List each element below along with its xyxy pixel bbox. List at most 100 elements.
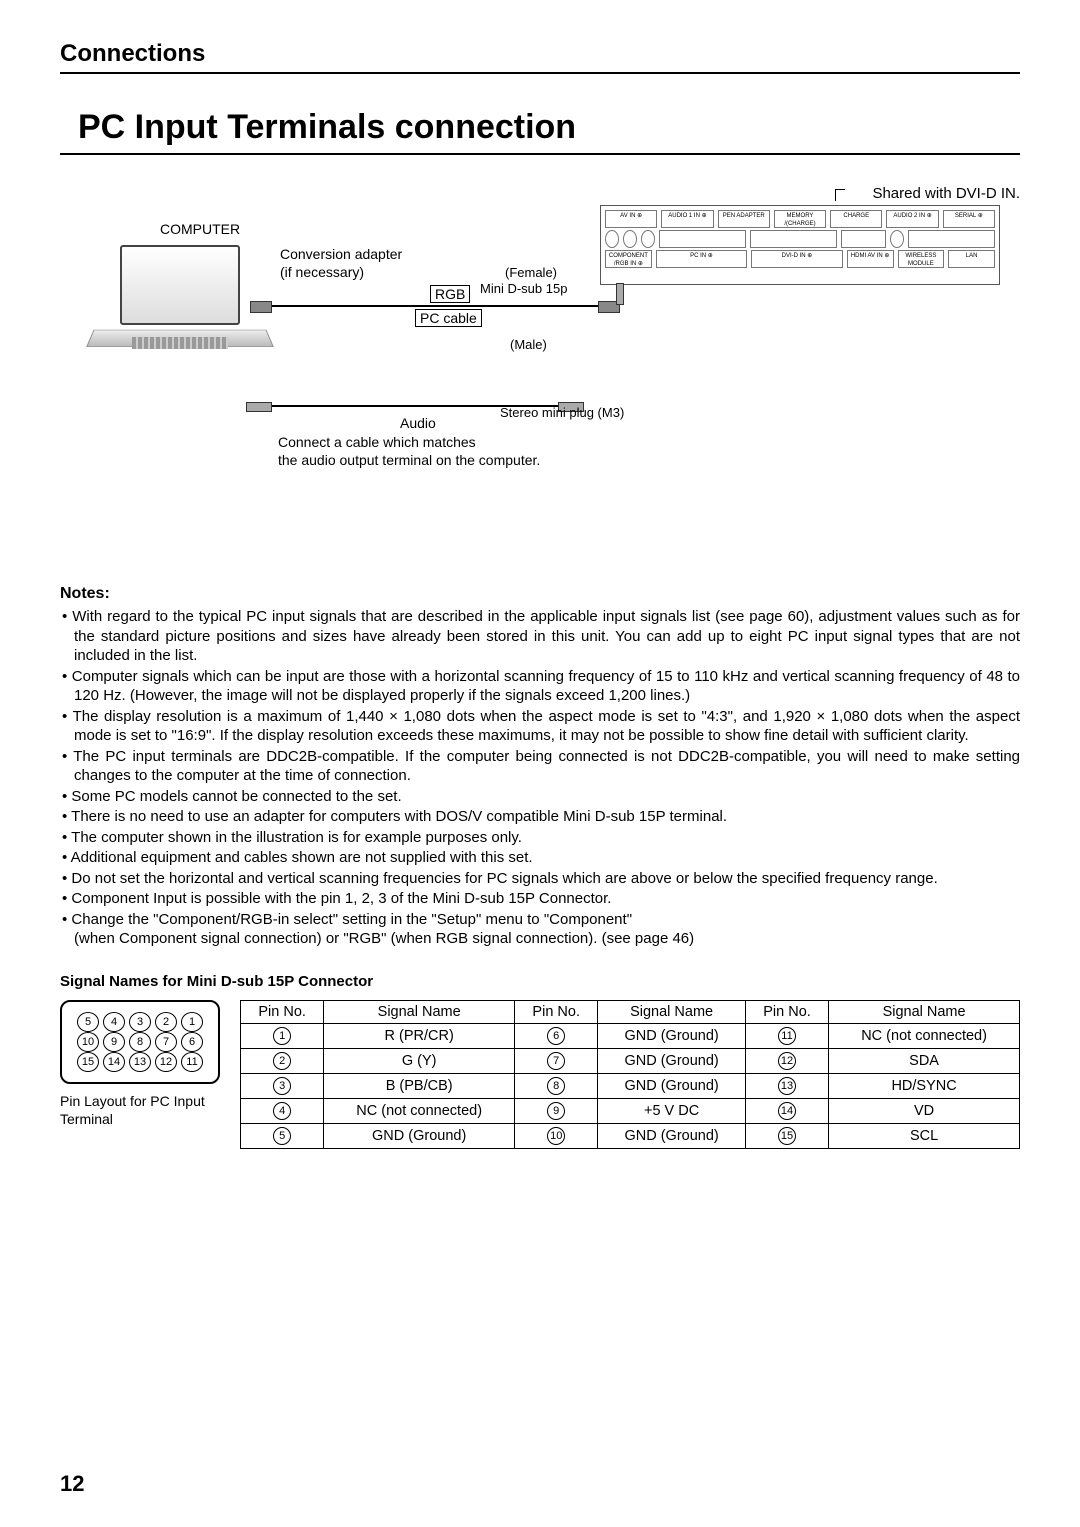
pin-caption: Pin Layout for PC Input Terminal (60, 1092, 220, 1128)
signal-names-heading: Signal Names for Mini D-sub 15P Connecto… (60, 973, 1020, 990)
pin-circle: 3 (273, 1077, 291, 1095)
pin-num: 14 (103, 1052, 125, 1072)
pin-row-top: 5 4 3 2 1 (68, 1012, 212, 1032)
pin-num: 2 (155, 1012, 177, 1032)
shared-dvi-label: Shared with DVI-D IN. (872, 185, 1020, 202)
td: GND (Ground) (598, 1123, 746, 1148)
td: SCL (829, 1123, 1020, 1148)
pin-circle: 13 (778, 1077, 796, 1095)
table-row: 3 B (PB/CB) 8 GND (Ground) 13 HD/SYNC (241, 1073, 1020, 1098)
main-title-wrap: PC Input Terminals connection (60, 104, 1020, 155)
vertical-plug (616, 283, 624, 305)
td: GND (Ground) (598, 1023, 746, 1048)
th: Pin No. (515, 1000, 598, 1023)
table-header-row: Pin No. Signal Name Pin No. Signal Name … (241, 1000, 1020, 1023)
adapter-l2: (if necessary) (280, 264, 364, 280)
td-pin: 11 (745, 1023, 828, 1048)
td-pin: 15 (745, 1123, 828, 1148)
signal-table: Pin No. Signal Name Pin No. Signal Name … (240, 1000, 1020, 1149)
pin-circle: 6 (547, 1027, 565, 1045)
connection-diagram: Shared with DVI-D IN. COMPUTER Conversio… (60, 185, 1020, 565)
male-label: (Male) (510, 337, 547, 352)
td-pin: 4 (241, 1098, 324, 1123)
td-pin: 7 (515, 1048, 598, 1073)
pin-num: 13 (129, 1052, 151, 1072)
page-title: PC Input Terminals connection (60, 104, 1020, 153)
panel-lan: LAN (948, 250, 995, 268)
th: Pin No. (241, 1000, 324, 1023)
pin-circle: 4 (273, 1102, 291, 1120)
laptop-keys (132, 337, 228, 349)
pc-cable-label: PC cable (415, 309, 482, 327)
th: Signal Name (598, 1000, 746, 1023)
note-item: Computer signals which can be input are … (60, 667, 1020, 706)
pin-diagram: 5 4 3 2 1 10 9 8 7 6 15 14 13 12 11 Pin … (60, 1000, 220, 1128)
pin-circle: 8 (547, 1077, 565, 1095)
panel-slot1 (659, 230, 746, 248)
panel-pcin: PC IN ⊕ (656, 250, 748, 268)
audio-label: Audio (400, 415, 436, 431)
table-row: 5 GND (Ground) 10 GND (Ground) 15 SCL (241, 1123, 1020, 1148)
td: GND (Ground) (598, 1073, 746, 1098)
panel-avin: AV IN ⊕ (605, 210, 657, 228)
td: +5 V DC (598, 1098, 746, 1123)
panel-hdmi: HDMI AV IN ⊕ (847, 250, 894, 268)
panel-pen: PEN ADAPTER (718, 210, 770, 228)
td-pin: 12 (745, 1048, 828, 1073)
notes-title: Notes: (60, 585, 1020, 603)
panel-wireless: WIRELESS MODULE (898, 250, 945, 268)
pin-circle: 7 (547, 1052, 565, 1070)
mini-dsub-label: Mini D-sub 15p (480, 281, 567, 296)
table-row: 2 G (Y) 7 GND (Ground) 12 SDA (241, 1048, 1020, 1073)
pin-num: 10 (77, 1032, 99, 1052)
pin-circle: 2 (273, 1052, 291, 1070)
pin-num: 12 (155, 1052, 177, 1072)
note-item: Change the "Component/RGB-in select" set… (60, 910, 1020, 949)
td: R (PR/CR) (324, 1023, 515, 1048)
section-header: Connections (60, 40, 1020, 74)
pin-num: 11 (181, 1052, 203, 1072)
rear-panel: AV IN ⊕ AUDIO 1 IN ⊕ PEN ADAPTER MEMORY … (600, 205, 1000, 285)
pin-num: 1 (181, 1012, 203, 1032)
panel-usb (841, 230, 886, 248)
panel-serial: SERIAL ⊕ (943, 210, 995, 228)
td: NC (not connected) (829, 1023, 1020, 1048)
td-pin: 10 (515, 1123, 598, 1148)
note-item: Component Input is possible with the pin… (60, 889, 1020, 909)
page-number: 12 (60, 1471, 84, 1497)
td-pin: 13 (745, 1073, 828, 1098)
td-pin: 6 (515, 1023, 598, 1048)
pin-circle: 1 (273, 1027, 291, 1045)
panel-yg (623, 230, 637, 248)
panel-row-bot: COMPONENT /RGB IN ⊕ PC IN ⊕ DVI-D IN ⊕ H… (605, 250, 995, 268)
pin-num: 8 (129, 1032, 151, 1052)
note-item: With regard to the typical PC input sign… (60, 607, 1020, 666)
pin-row-mid: 10 9 8 7 6 (68, 1032, 212, 1052)
panel-serial-port (908, 230, 995, 248)
panel-dvid: DVI-D IN ⊕ (751, 250, 843, 268)
pin-circle: 5 (273, 1127, 291, 1145)
pin-circle: 14 (778, 1102, 796, 1120)
rgb-label: RGB (430, 285, 470, 303)
pin-circle: 11 (778, 1027, 796, 1045)
note-item: The computer shown in the illustration i… (60, 828, 1020, 848)
table-row: 4 NC (not connected) 9 +5 V DC 14 VD (241, 1098, 1020, 1123)
pin-row-bot: 15 14 13 12 11 (68, 1052, 212, 1072)
td: NC (not connected) (324, 1098, 515, 1123)
connect-note: Connect a cable which matches the audio … (278, 433, 540, 469)
panel-a1jack (641, 230, 655, 248)
td-pin: 8 (515, 1073, 598, 1098)
panel-mem: MEMORY /(CHARGE) (774, 210, 826, 228)
td-pin: 2 (241, 1048, 324, 1073)
panel-video (605, 230, 619, 248)
pin-circle: 10 (547, 1127, 565, 1145)
th: Signal Name (829, 1000, 1020, 1023)
td: G (Y) (324, 1048, 515, 1073)
note-item: The display resolution is a maximum of 1… (60, 707, 1020, 746)
pin-num: 4 (103, 1012, 125, 1032)
shared-tick-line (835, 189, 845, 201)
td: GND (Ground) (324, 1123, 515, 1148)
notes-list: With regard to the typical PC input sign… (60, 607, 1020, 949)
pin-num: 6 (181, 1032, 203, 1052)
panel-audio2: AUDIO 2 IN ⊕ (886, 210, 938, 228)
